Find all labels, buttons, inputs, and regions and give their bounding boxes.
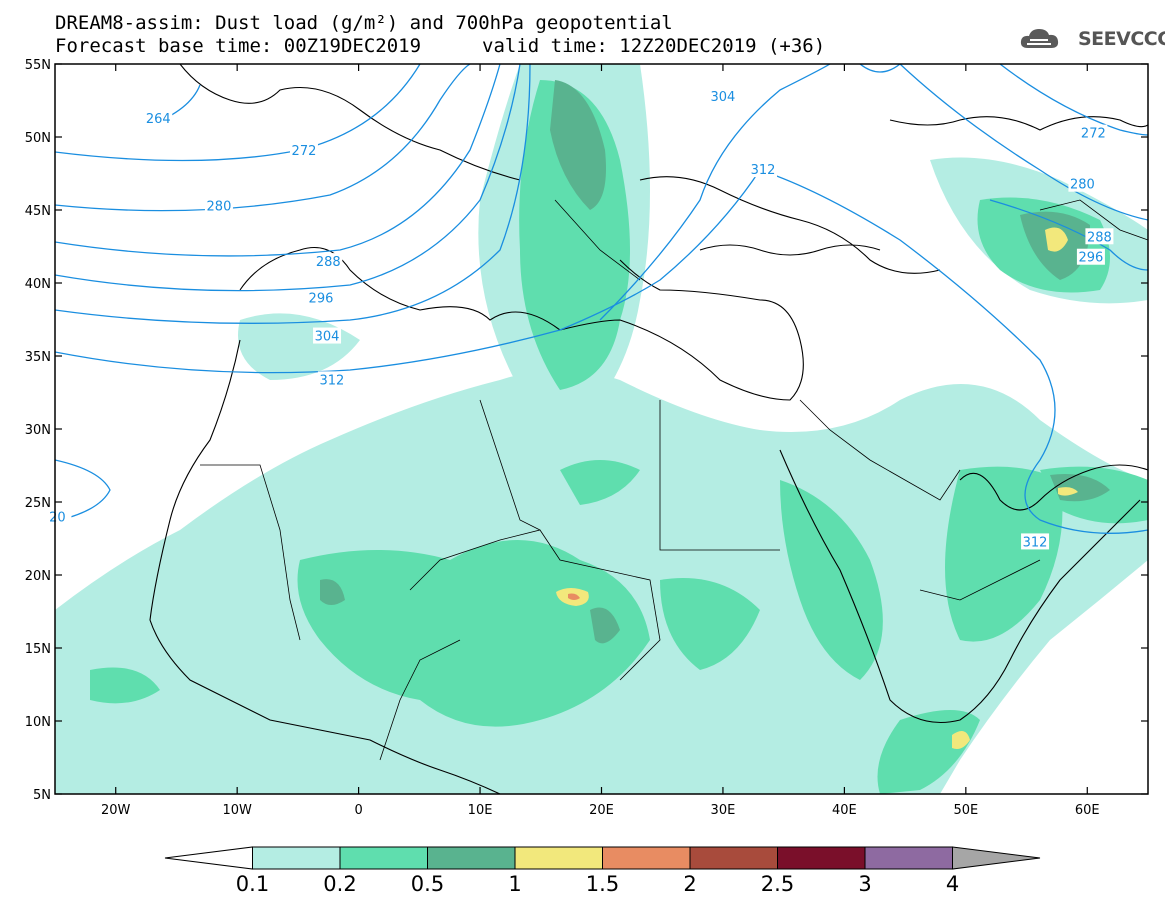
colorbar-swatch: [427, 846, 516, 870]
contour-label-bg: [708, 88, 737, 105]
coastlines: [149, 64, 1148, 794]
contour-label: 280: [207, 200, 232, 215]
chart-title: DREAM8-assim: Dust load (g/m²) and 700hP…: [55, 12, 673, 34]
lon-label: 50E: [953, 803, 978, 818]
valid-time: valid time: 12Z20DEC2019 (+36): [482, 35, 826, 57]
colorbar-swatch: [514, 846, 603, 870]
contour-label: 264: [146, 112, 171, 127]
lat-label: 20N: [25, 569, 51, 584]
contour-label-bg: [749, 161, 778, 178]
contour-label: 312: [1023, 535, 1048, 550]
contour-label-bg: [43, 508, 72, 525]
contour-label: 288: [316, 255, 341, 270]
lon-label: 10E: [468, 803, 493, 818]
lat-label: 45N: [25, 204, 51, 219]
colorbar-label: 2.5: [761, 872, 794, 896]
lon-label: 10W: [222, 803, 252, 818]
colorbar-label: 2: [683, 872, 696, 896]
axis-ticks: 55N 50N 45N 40N 35N 30N 25N 20N 15N 10N 5N 20W 10W 0 1…: [25, 58, 1148, 818]
contour-label-bg: [204, 197, 233, 214]
colorbar-swatch: [864, 846, 953, 870]
lon-label: 40E: [832, 803, 857, 818]
colorbar-swatch: [689, 846, 778, 870]
dust-class-max: [568, 593, 580, 600]
colorbar-label: 4: [946, 872, 959, 896]
colorbar-label: 0.2: [323, 872, 356, 896]
contour-label: 304: [315, 330, 340, 345]
colorbar-swatch: [777, 846, 866, 870]
colorbar-swatch: [252, 846, 341, 870]
lon-label: 60E: [1075, 803, 1100, 818]
lat-label: 50N: [25, 131, 51, 146]
contour-label: 272: [292, 144, 317, 159]
lon-label: 20W: [101, 803, 131, 818]
lat-label: 30N: [25, 423, 51, 438]
contour-label: 296: [309, 292, 334, 307]
contour-label: 304: [711, 90, 736, 105]
contour-label: 20: [49, 511, 66, 526]
lat-label: 35N: [25, 350, 51, 365]
contour-label-bg: [306, 289, 335, 306]
colorbar-swatch: [952, 846, 1041, 870]
contour-label: 312: [751, 163, 776, 178]
contour-label: 272: [1081, 127, 1106, 142]
borders: [200, 199, 1148, 761]
contour-label-bg: [289, 142, 318, 159]
lat-label: 5N: [33, 788, 51, 803]
colorbar-swatch: [339, 846, 428, 870]
lat-label: 40N: [25, 277, 51, 292]
contour-label-bg: [1085, 228, 1114, 245]
colorbar-label: 1.5: [586, 872, 619, 896]
colorbar: 0.1 0.2 0.5 1 1.5 2 2.5 3 4: [164, 846, 1041, 896]
logo-text: SEEVCCC: [1078, 28, 1165, 50]
seevccc-logo: SEEVCCC: [1018, 26, 1165, 52]
contour-label-bg: [1079, 124, 1108, 141]
lat-label: 25N: [25, 496, 51, 511]
contour-label-bg: [1076, 248, 1105, 265]
lon-label: 0: [354, 803, 362, 818]
contour-label: 288: [1087, 230, 1112, 245]
contour-label-bg: [314, 253, 343, 270]
contour-label: 296: [1079, 251, 1104, 266]
contour-label-bg: [317, 371, 346, 388]
cloud-icon: [1020, 29, 1059, 48]
contour-label-bg: [1068, 175, 1097, 192]
contour-label: 312: [319, 373, 344, 388]
colorbar-swatch: [164, 846, 253, 870]
colorbar-label: 1: [508, 872, 521, 896]
forecast-base-time: Forecast base time: 00Z19DEC2019: [55, 35, 422, 57]
lat-label: 55N: [25, 58, 51, 73]
lon-label: 20E: [589, 803, 614, 818]
lon-label: 30E: [711, 803, 736, 818]
colorbar-label: 0.1: [236, 872, 269, 896]
contour-label-bg: [313, 327, 342, 344]
contour-label-bg: [1021, 533, 1050, 550]
colorbar-label: 0.5: [411, 872, 444, 896]
lat-label: 15N: [25, 642, 51, 657]
map-area: [55, 64, 1148, 794]
lat-label: 10N: [25, 715, 51, 730]
colorbar-swatch: [602, 846, 691, 870]
contour-label: 280: [1070, 178, 1095, 193]
colorbar-label: 3: [858, 872, 871, 896]
contour-labels: 264 272 280 288 296 304 312 304 312 272 280 288 296 3…: [43, 88, 1114, 550]
contour-label-bg: [144, 110, 173, 127]
